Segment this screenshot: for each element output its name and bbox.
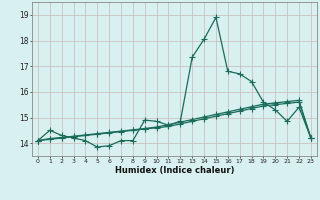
- X-axis label: Humidex (Indice chaleur): Humidex (Indice chaleur): [115, 166, 234, 175]
